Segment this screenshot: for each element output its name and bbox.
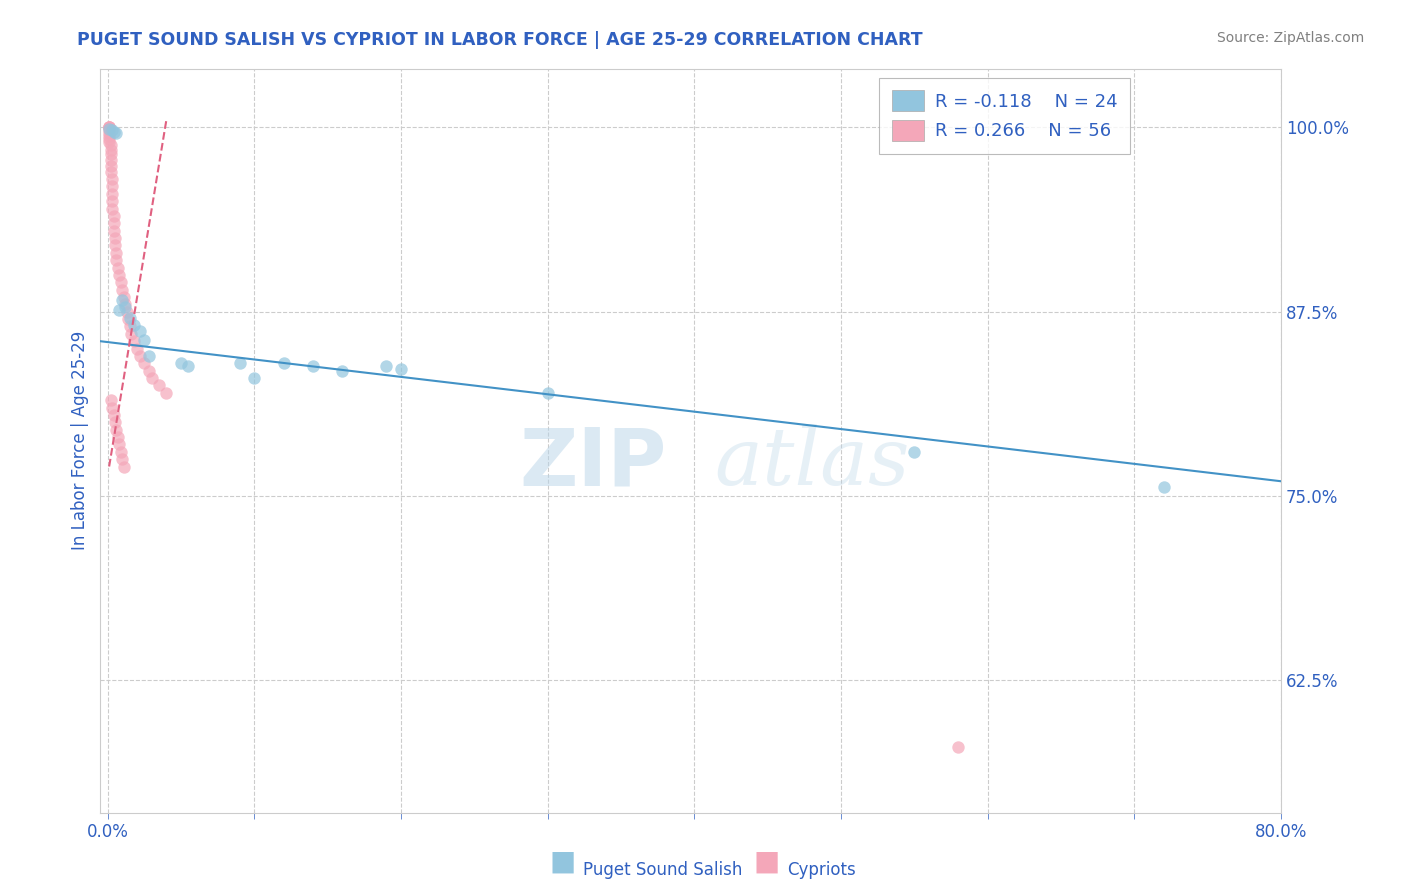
Point <box>117 312 139 326</box>
Point <box>118 310 141 325</box>
Point <box>129 324 152 338</box>
Point <box>100 147 122 161</box>
Point <box>101 172 124 186</box>
Point <box>111 452 134 467</box>
Point <box>125 342 148 356</box>
Point <box>134 333 156 347</box>
Point <box>103 209 125 223</box>
Point <box>108 268 131 282</box>
Point <box>98 129 121 144</box>
Point <box>115 304 138 318</box>
Point <box>108 303 131 318</box>
Point <box>114 297 136 311</box>
Point <box>105 423 128 437</box>
Point <box>375 359 398 374</box>
Point <box>170 356 193 370</box>
Point <box>101 123 124 137</box>
Text: Source: ZipAtlas.com: Source: ZipAtlas.com <box>1216 31 1364 45</box>
Text: PUGET SOUND SALISH VS CYPRIOT IN LABOR FORCE | AGE 25-29 CORRELATION CHART: PUGET SOUND SALISH VS CYPRIOT IN LABOR F… <box>77 31 922 49</box>
Text: Puget Sound Salish: Puget Sound Salish <box>583 861 742 879</box>
Point <box>104 231 127 245</box>
Point <box>134 356 156 370</box>
Y-axis label: In Labor Force | Age 25-29: In Labor Force | Age 25-29 <box>72 331 89 550</box>
Point <box>103 216 125 230</box>
Point <box>122 334 145 349</box>
Point <box>98 120 121 135</box>
Point <box>112 290 135 304</box>
Point <box>101 179 124 194</box>
Point <box>122 318 145 332</box>
Point <box>389 362 412 376</box>
Point <box>100 153 122 167</box>
Point <box>118 319 141 334</box>
Point <box>98 132 121 146</box>
Text: ■: ■ <box>550 848 575 876</box>
Point <box>138 349 160 363</box>
Point <box>903 444 925 458</box>
Point <box>98 120 121 135</box>
Legend: R = -0.118    N = 24, R = 0.266    N = 56: R = -0.118 N = 24, R = 0.266 N = 56 <box>879 78 1130 153</box>
Point <box>112 459 135 474</box>
Point <box>129 349 152 363</box>
Text: atlas: atlas <box>714 425 910 502</box>
Point <box>107 430 129 444</box>
Point <box>100 164 122 178</box>
Point <box>110 444 132 458</box>
Point <box>98 120 121 135</box>
Point <box>155 385 177 400</box>
Text: ■: ■ <box>754 848 779 876</box>
Point <box>111 283 134 297</box>
Point <box>105 245 128 260</box>
Text: Cypriots: Cypriots <box>787 861 856 879</box>
Point <box>537 385 560 400</box>
Point <box>100 393 122 408</box>
Point <box>101 194 124 209</box>
Point <box>120 326 142 341</box>
Text: ZIP: ZIP <box>520 424 666 502</box>
Point <box>105 127 128 141</box>
Point <box>273 356 295 370</box>
Point <box>101 401 124 415</box>
Point <box>100 159 122 173</box>
Point <box>177 359 200 374</box>
Point <box>330 364 353 378</box>
Point <box>141 371 163 385</box>
Point <box>98 135 121 149</box>
Point <box>98 127 121 141</box>
Point <box>948 739 970 754</box>
Point <box>148 378 170 392</box>
Point <box>138 364 160 378</box>
Point <box>98 122 121 136</box>
Point <box>105 253 128 268</box>
Point <box>103 125 125 139</box>
Point <box>101 202 124 216</box>
Point <box>302 359 325 374</box>
Point <box>101 186 124 201</box>
Point <box>107 260 129 275</box>
Point <box>228 356 250 370</box>
Point <box>103 408 125 422</box>
Point <box>108 437 131 451</box>
Point <box>100 143 122 157</box>
Point <box>114 301 136 315</box>
Point <box>98 120 121 135</box>
Point <box>1153 480 1175 494</box>
Point <box>100 138 122 153</box>
Point <box>104 238 127 252</box>
Point <box>98 123 121 137</box>
Point <box>103 224 125 238</box>
Point <box>110 275 132 289</box>
Point <box>111 293 134 307</box>
Point <box>104 415 127 429</box>
Point <box>243 371 266 385</box>
